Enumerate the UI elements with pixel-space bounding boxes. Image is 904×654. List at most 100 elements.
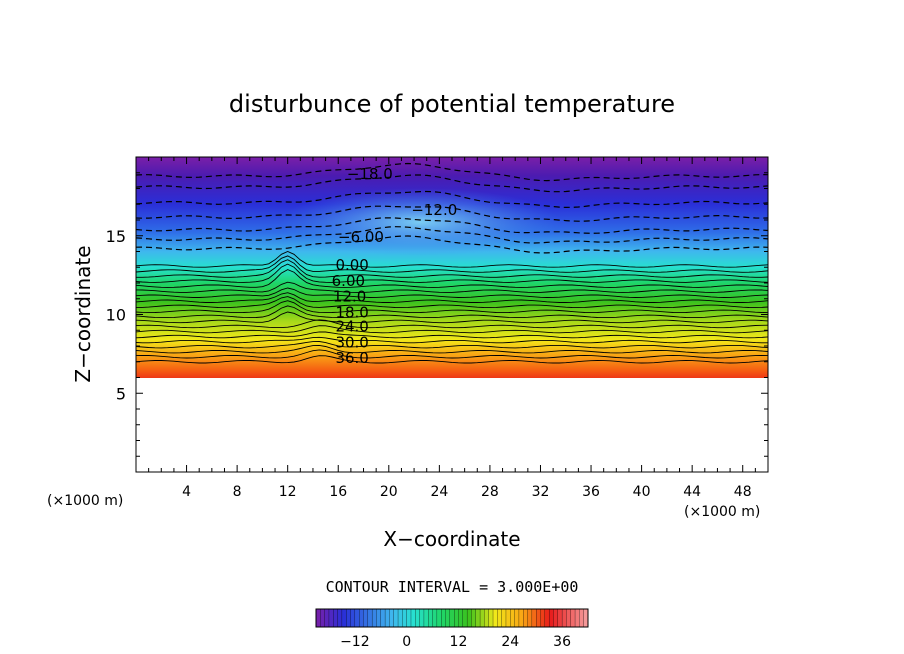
contour-label: −12.0 — [411, 201, 457, 219]
contour-line-negative — [136, 205, 768, 222]
colorbar-bin — [449, 608, 455, 628]
contour-label: −6.00 — [338, 228, 384, 246]
colorbar-bin — [363, 608, 369, 628]
colorbar-bin — [371, 608, 377, 628]
x-tick-label: 48 — [734, 484, 752, 500]
contour-lines — [136, 162, 768, 364]
colorbar-tick-label: 36 — [553, 634, 571, 650]
contour-line-negative — [136, 190, 768, 209]
colorbar-bin — [570, 608, 576, 628]
y-tick-label: 10 — [106, 306, 126, 325]
plot-area — [136, 157, 768, 472]
colorbar-bin — [479, 608, 485, 628]
colorbar-bin — [320, 608, 326, 628]
colorbar-bin — [514, 608, 520, 628]
x-tick-label: 20 — [380, 484, 398, 500]
contour-label: 36.0 — [335, 349, 368, 367]
contour-labels: −18.0 −12.0 −6.00 0.006.0012.018.024.030.03… — [332, 165, 458, 367]
colorbar-bin — [432, 608, 438, 628]
colorbar-bin — [574, 608, 580, 628]
contour-line-positive — [136, 325, 768, 334]
contour-line-positive — [136, 311, 768, 324]
contour-line-negative — [136, 162, 768, 182]
colorbar-bin — [510, 608, 516, 628]
colorbar-bin — [579, 608, 585, 628]
colorbar-bin — [328, 608, 334, 628]
colorbar-bin — [436, 608, 442, 628]
colorbar-bin — [393, 608, 399, 628]
contour-line-positive — [136, 336, 768, 344]
contour-line-positive — [136, 296, 768, 309]
contour-line-positive — [136, 331, 768, 339]
contour-line-negative — [136, 217, 768, 234]
colorbar-bin — [354, 608, 360, 628]
colorbar-bin — [402, 608, 408, 628]
colorbar-bin — [484, 608, 490, 628]
contour-line-negative — [136, 235, 768, 254]
contour-line-positive — [136, 263, 768, 283]
x-axis-label: X−coordinate — [383, 527, 520, 551]
colorbar-bin — [518, 608, 524, 628]
contour-label: 30.0 — [335, 333, 368, 351]
x-tick-label: 36 — [582, 484, 600, 500]
contour-line-positive — [136, 255, 768, 273]
colorbar-bin — [324, 608, 330, 628]
colorbar-bin — [359, 608, 364, 628]
colorbar-bin — [406, 608, 412, 628]
colorbar-tick-label: 24 — [501, 634, 519, 650]
contour-label: 12.0 — [333, 288, 366, 306]
contour-line-positive — [136, 319, 768, 329]
colorbar-bin — [389, 608, 395, 628]
y-tick-label: 5 — [116, 384, 126, 403]
x-tick-label: 8 — [233, 484, 242, 500]
colorbar-bin — [458, 608, 464, 628]
contour-line-positive — [136, 355, 768, 364]
x-tick-label: 24 — [430, 484, 448, 500]
x-axis: 4 8 12 16 20 24 28 32 36 40 44 48 — [148, 157, 756, 500]
colorbar-bin — [315, 608, 321, 628]
contour-line-negative — [136, 174, 768, 193]
colorbar-bin — [531, 608, 537, 628]
colorbar-bin — [333, 608, 339, 628]
contour-line-positive — [136, 259, 768, 278]
contour-line-positive — [136, 305, 768, 319]
colorbar-frame — [315, 608, 589, 628]
colorbar-bin — [337, 608, 343, 628]
colorbar-tick-label: 12 — [450, 634, 468, 650]
colorbar-bin — [384, 608, 390, 628]
colorbar-bin — [505, 608, 511, 628]
upper-disturbance — [280, 188, 560, 256]
contour-line-positive — [136, 292, 768, 303]
contour-line-positive — [136, 341, 768, 349]
colorbar-bin — [380, 608, 386, 628]
colorbar-bin — [561, 608, 567, 628]
x-tick-label: 28 — [481, 484, 499, 500]
y-axis: 5 10 15 — [106, 172, 768, 457]
contour-interval: CONTOUR INTERVAL = 3.000E+00 — [326, 578, 579, 596]
contour-label: −18.0 — [347, 165, 393, 183]
colorbar-bin — [350, 608, 356, 628]
x-tick-label: 16 — [329, 484, 347, 500]
chart-title: disturbunce of potential temperature — [229, 90, 675, 118]
contour-label: 6.00 — [332, 272, 365, 290]
colorbar-tick-label: 0 — [402, 634, 411, 650]
y-tick-label: 15 — [106, 227, 126, 246]
colorbar-bin — [367, 608, 373, 628]
contour-line-positive — [136, 269, 768, 288]
contour-label: 24.0 — [335, 318, 368, 336]
colorbar-bin — [492, 608, 498, 628]
x-tick-label: 32 — [532, 484, 550, 500]
lower-boundary — [136, 378, 768, 472]
colorbar-bin — [423, 608, 429, 628]
colorbar-bin — [445, 608, 451, 628]
colorbar-bin — [475, 608, 481, 628]
colorbar-bin — [523, 608, 529, 628]
y-axis-label: Z−coordinate — [71, 245, 95, 382]
x-unit-left: (×1000 m) — [47, 493, 123, 509]
colorbar-bin — [428, 608, 434, 628]
x-tick-label: 12 — [279, 484, 297, 500]
colorbar-bin — [410, 608, 416, 628]
contour-line-positive — [136, 251, 768, 268]
contour-label: 0.00 — [335, 256, 368, 274]
colorbar-bin — [536, 608, 541, 628]
